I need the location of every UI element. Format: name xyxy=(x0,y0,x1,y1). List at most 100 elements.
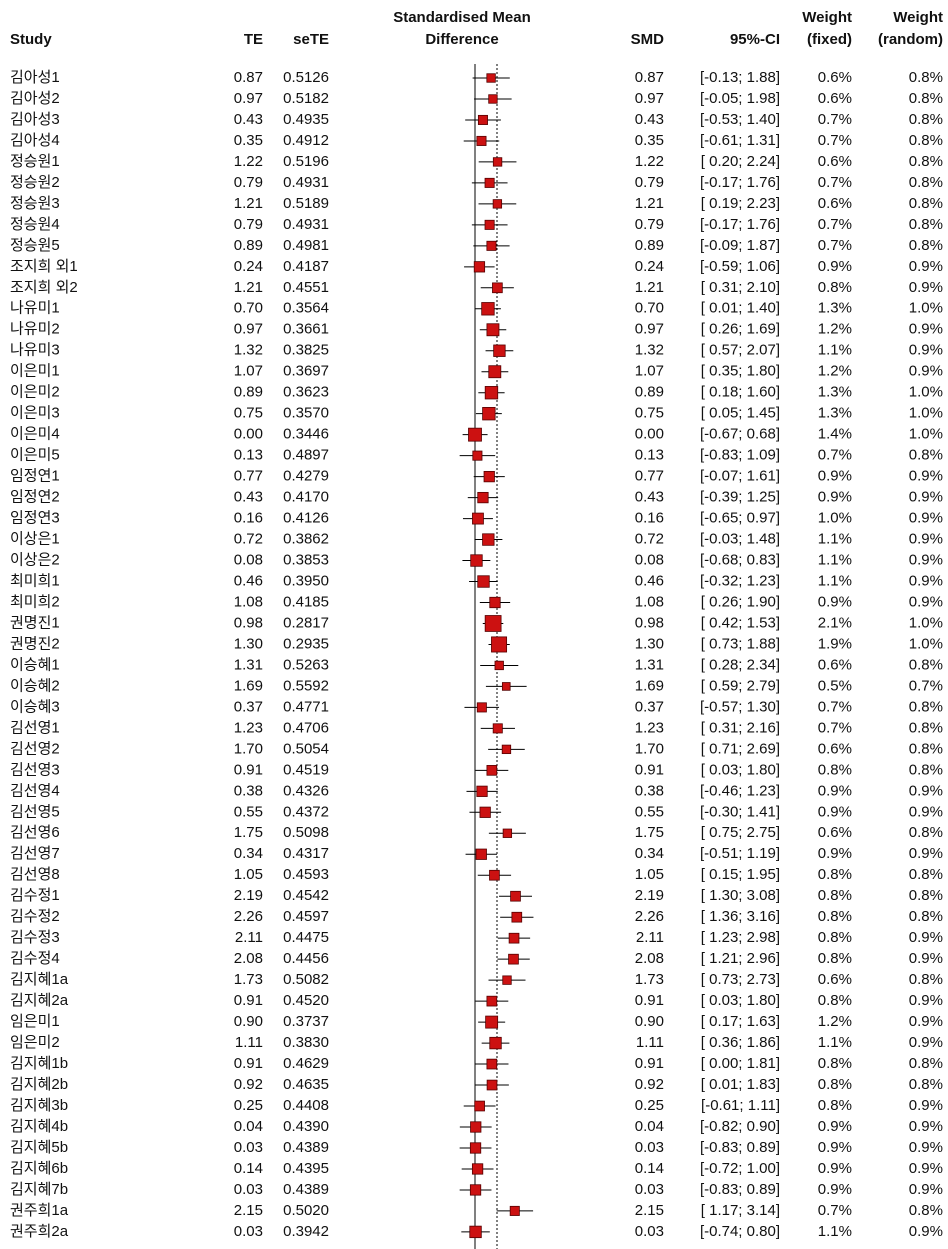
ci-value: [ 0.03; 1.80] xyxy=(701,761,780,778)
ci-value: [ 0.57; 2.07] xyxy=(701,342,780,359)
ci-value: [-0.39; 1.25] xyxy=(700,489,780,506)
weight-fixed: 1.2% xyxy=(818,1013,852,1030)
te-value: 0.34 xyxy=(234,845,263,862)
smd-value: 1.31 xyxy=(635,656,664,673)
weight-random: 0.8% xyxy=(909,971,943,988)
ci-value: [ 0.19; 2.23] xyxy=(701,195,780,212)
smd-value: 0.89 xyxy=(635,237,664,254)
study-name: 이승혜3 xyxy=(10,698,60,715)
weight-random: 0.8% xyxy=(909,195,943,212)
te-value: 0.91 xyxy=(234,992,263,1009)
weight-random: 0.9% xyxy=(909,845,943,862)
study-name: 김선영5 xyxy=(10,803,60,820)
weight-fixed: 1.3% xyxy=(818,384,852,401)
sete-value: 0.3830 xyxy=(283,1034,329,1051)
header-ci: 95%-CI xyxy=(730,31,780,48)
smd-value: 0.92 xyxy=(635,1076,664,1093)
smd-value: 2.08 xyxy=(635,950,664,967)
effect-square xyxy=(486,240,497,251)
te-value: 1.32 xyxy=(234,342,263,359)
weight-random: 0.8% xyxy=(909,111,943,128)
weight-fixed: 0.8% xyxy=(818,908,852,925)
smd-value: 2.15 xyxy=(635,1202,664,1219)
study-name: 김지혜2a xyxy=(10,992,69,1009)
sete-value: 0.3570 xyxy=(283,405,329,422)
study-name: 김지혜5b xyxy=(10,1139,68,1156)
weight-random: 0.8% xyxy=(909,656,943,673)
ci-value: [-0.67; 0.68] xyxy=(700,426,780,443)
effect-square xyxy=(486,1058,498,1070)
te-value: 1.08 xyxy=(234,593,263,610)
weight-fixed: 1.3% xyxy=(818,405,852,422)
sete-value: 0.4897 xyxy=(283,447,329,464)
ci-value: [ 0.20; 2.24] xyxy=(701,153,780,170)
weight-random: 0.9% xyxy=(909,1181,943,1198)
te-value: 2.26 xyxy=(234,908,263,925)
sete-value: 0.4475 xyxy=(283,929,329,946)
ci-value: [-0.17; 1.76] xyxy=(700,216,780,233)
te-value: 0.87 xyxy=(234,69,263,86)
weight-random: 0.9% xyxy=(909,1223,943,1240)
weight-fixed: 0.5% xyxy=(818,677,852,694)
weight-random: 0.8% xyxy=(909,740,943,757)
weight-random: 0.9% xyxy=(909,572,943,589)
weight-fixed: 0.8% xyxy=(818,950,852,967)
ci-value: [-0.57; 1.30] xyxy=(700,698,780,715)
header-plot: Standardised Mean xyxy=(393,9,531,26)
weight-random: 0.7% xyxy=(909,677,943,694)
weight-fixed: 0.9% xyxy=(818,782,852,799)
te-value: 1.23 xyxy=(234,719,263,736)
weight-random: 0.9% xyxy=(909,321,943,338)
ci-value: [ 0.01; 1.83] xyxy=(701,1076,780,1093)
study-name: 권명진1 xyxy=(10,614,60,631)
study-name: 김지혜7b xyxy=(10,1181,68,1198)
effect-square xyxy=(501,744,512,755)
smd-value: 0.70 xyxy=(635,300,664,317)
sete-value: 0.5182 xyxy=(283,90,329,107)
effect-square xyxy=(479,806,491,818)
smd-value: 1.22 xyxy=(635,153,664,170)
header-te: TE xyxy=(244,31,263,48)
smd-value: 0.03 xyxy=(635,1139,664,1156)
smd-value: 0.24 xyxy=(635,258,664,275)
sete-value: 0.2817 xyxy=(283,614,329,631)
weight-random: 0.8% xyxy=(909,1202,943,1219)
ci-value: [-0.32; 1.23] xyxy=(700,572,780,589)
sete-value: 0.5098 xyxy=(283,824,329,841)
weight-random: 1.0% xyxy=(909,614,943,631)
weight-fixed: 0.9% xyxy=(818,1118,852,1135)
ci-value: [ 0.35; 1.80] xyxy=(701,363,780,380)
weight-random: 1.0% xyxy=(909,426,943,443)
te-value: 0.03 xyxy=(234,1223,263,1240)
sete-value: 0.4126 xyxy=(283,510,329,527)
smd-value: 1.05 xyxy=(635,866,664,883)
ci-value: [ 0.00; 1.81] xyxy=(701,1055,780,1072)
weight-fixed: 0.7% xyxy=(818,698,852,715)
effect-square xyxy=(486,73,496,83)
study-name: 권주희2a xyxy=(10,1223,69,1240)
ci-value: [ 0.01; 1.40] xyxy=(701,300,780,317)
smd-value: 0.34 xyxy=(635,845,664,862)
weight-fixed: 0.6% xyxy=(818,971,852,988)
sete-value: 0.4597 xyxy=(283,908,329,925)
te-value: 0.43 xyxy=(234,489,263,506)
study-name: 김수정1 xyxy=(10,887,60,904)
ci-value: [-0.05; 1.98] xyxy=(700,90,780,107)
weight-fixed: 0.6% xyxy=(818,69,852,86)
smd-value: 1.69 xyxy=(635,677,664,694)
ci-value: [ 1.21; 2.96] xyxy=(701,950,780,967)
effect-square xyxy=(486,765,498,776)
te-value: 0.37 xyxy=(234,698,263,715)
study-name: 김아성4 xyxy=(10,132,60,149)
ci-value: [ 0.71; 2.69] xyxy=(701,740,780,757)
weight-fixed: 1.1% xyxy=(818,531,852,548)
te-value: 0.90 xyxy=(234,1013,263,1030)
sete-value: 0.4520 xyxy=(283,992,329,1009)
effect-square xyxy=(484,177,495,188)
sete-value: 0.3737 xyxy=(283,1013,329,1030)
effect-square xyxy=(470,554,483,567)
sete-value: 0.3942 xyxy=(283,1223,329,1240)
smd-value: 0.16 xyxy=(635,510,664,527)
sete-value: 0.4389 xyxy=(283,1181,329,1198)
effect-square xyxy=(492,157,503,167)
